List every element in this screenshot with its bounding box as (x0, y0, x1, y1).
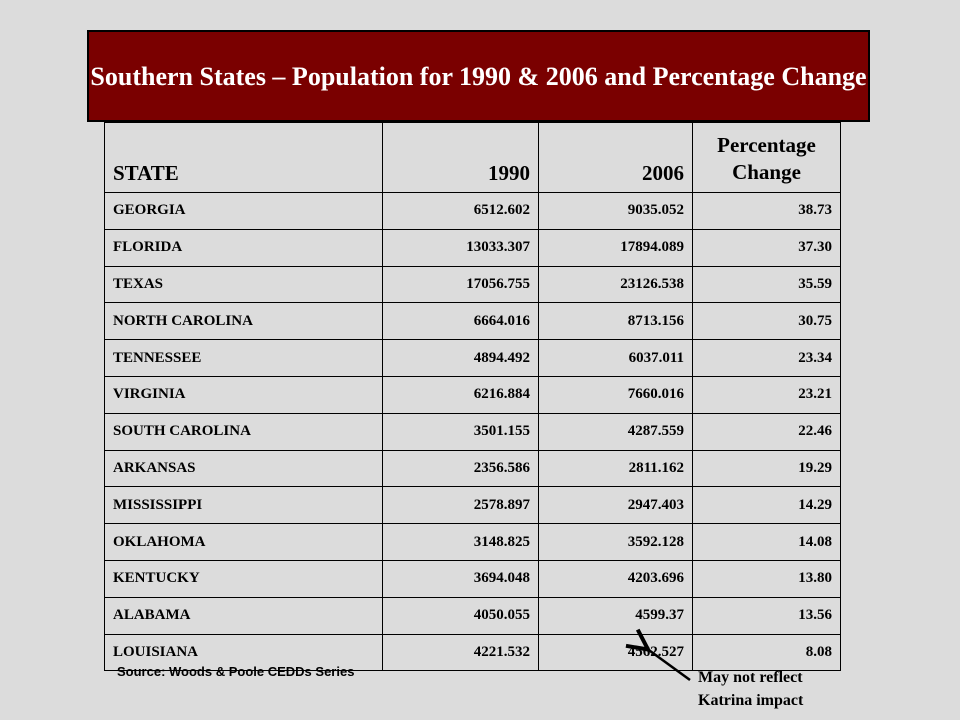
table-row: NORTH CAROLINA 6664.016 8713.156 30.75 (104, 302, 841, 341)
table-row: ARKANSAS 2356.586 2811.162 19.29 (104, 449, 841, 488)
population-table: STATE 1990 2006 Percentage Change GEORGI… (104, 122, 841, 672)
cell-2006: 8713.156 (538, 302, 693, 341)
cell-state: TEXAS (104, 265, 383, 304)
cell-1990: 3694.048 (382, 559, 539, 598)
source-note: Source: Woods & Poole CEDDs Series (117, 664, 355, 679)
cell-1990: 13033.307 (382, 228, 539, 267)
header-state: STATE (104, 122, 383, 193)
cell-percentage-change: 14.29 (692, 486, 841, 525)
header-1990: 1990 (382, 122, 539, 193)
cell-percentage-change: 38.73 (692, 192, 841, 230)
cell-percentage-change: 30.75 (692, 302, 841, 341)
cell-2006: 9035.052 (538, 192, 693, 230)
cell-state: NORTH CAROLINA (104, 302, 383, 341)
annotation-line-2: Katrina impact (698, 692, 804, 709)
table-body: GEORGIA 6512.602 9035.052 38.73 FLORIDA 13033… (104, 192, 841, 672)
table-row: OKLAHOMA 3148.825 3592.128 14.08 (104, 523, 841, 561)
title-banner: Southern States – Population for 1990 & … (87, 30, 870, 122)
cell-1990: 3148.825 (382, 523, 539, 561)
cell-2006: 2811.162 (538, 449, 693, 488)
cell-percentage-change: 13.80 (692, 559, 841, 598)
table-row: LOUISIANA 4221.532 4562.527 8.08 (104, 633, 841, 672)
cell-state: ARKANSAS (104, 449, 383, 488)
cell-percentage-change: 8.08 (692, 633, 841, 672)
table-row: FLORIDA 13033.307 17894.089 37.30 (104, 228, 841, 267)
arrow-line (646, 648, 691, 682)
cell-state: GEORGIA (104, 192, 383, 230)
cell-2006: 17894.089 (538, 228, 693, 267)
table-row: VIRGINIA 6216.884 7660.016 23.21 (104, 375, 841, 414)
header-2006: 2006 (538, 122, 693, 193)
table-row: MISSISSIPPI 2578.897 2947.403 14.29 (104, 486, 841, 525)
cell-2006: 2947.403 (538, 486, 693, 525)
page-title: Southern States – Population for 1990 & … (90, 61, 867, 91)
cell-state: KENTUCKY (104, 559, 383, 598)
header-percentage-change: Percentage Change (692, 122, 841, 193)
cell-2006: 4287.559 (538, 412, 693, 451)
cell-2006: 3592.128 (538, 523, 693, 561)
table-row: TEXAS 17056.755 23126.538 35.59 (104, 265, 841, 304)
cell-state: OKLAHOMA (104, 523, 383, 561)
cell-1990: 2356.586 (382, 449, 539, 488)
cell-state: MISSISSIPPI (104, 486, 383, 525)
annotation-line-1: May not reflect (698, 669, 803, 686)
cell-state: SOUTH CAROLINA (104, 412, 383, 451)
cell-1990: 6664.016 (382, 302, 539, 341)
annotation-note: May not reflect Katrina impact (698, 666, 803, 712)
table-row: KENTUCKY 3694.048 4203.696 13.80 (104, 559, 841, 598)
table-row: ALABAMA 4050.055 4599.37 13.56 (104, 596, 841, 635)
cell-2006: 6037.011 (538, 339, 693, 377)
cell-1990: 4221.532 (382, 633, 539, 672)
cell-2006: 7660.016 (538, 375, 693, 414)
cell-2006: 4562.527 (538, 633, 693, 672)
table-row: TENNESSEE 4894.492 6037.011 23.34 (104, 339, 841, 377)
cell-percentage-change: 37.30 (692, 228, 841, 267)
cell-percentage-change: 19.29 (692, 449, 841, 488)
cell-percentage-change: 23.34 (692, 339, 841, 377)
table-row: SOUTH CAROLINA 3501.155 4287.559 22.46 (104, 412, 841, 451)
cell-state: TENNESSEE (104, 339, 383, 377)
cell-percentage-change: 35.59 (692, 265, 841, 304)
table-row: GEORGIA 6512.602 9035.052 38.73 (104, 192, 841, 230)
cell-state: FLORIDA (104, 228, 383, 267)
cell-1990: 2578.897 (382, 486, 539, 525)
table-header-row: STATE 1990 2006 Percentage Change (104, 122, 841, 193)
cell-state: LOUISIANA (104, 633, 383, 672)
cell-1990: 4894.492 (382, 339, 539, 377)
cell-1990: 3501.155 (382, 412, 539, 451)
cell-percentage-change: 22.46 (692, 412, 841, 451)
cell-percentage-change: 23.21 (692, 375, 841, 414)
cell-state: VIRGINIA (104, 375, 383, 414)
cell-1990: 17056.755 (382, 265, 539, 304)
